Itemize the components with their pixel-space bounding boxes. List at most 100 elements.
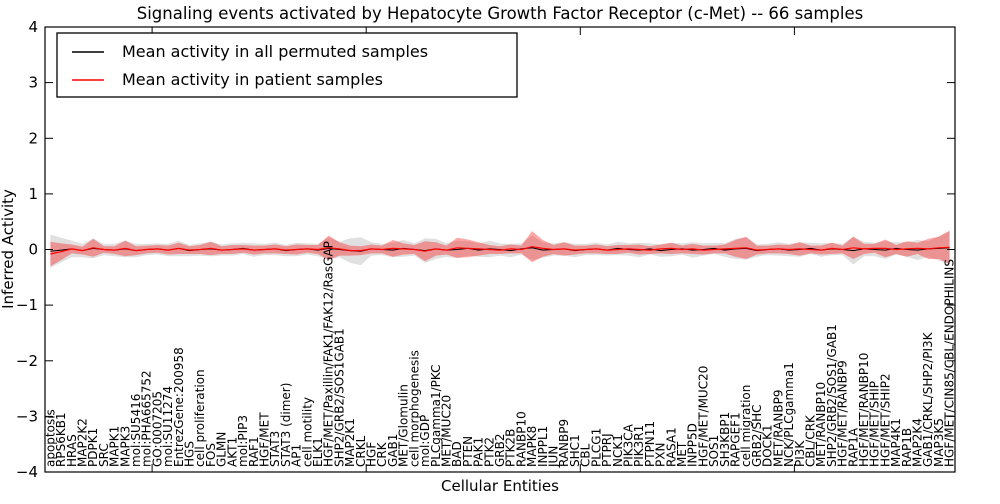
x-tick-label: MAP2K4	[911, 418, 925, 467]
patient-std-band	[50, 230, 950, 267]
x-tick-label: GAB1/CRKL/SHP2/PI3K	[921, 331, 935, 467]
x-tick-label: CBL	[579, 443, 593, 467]
x-tick-label: MAP4K1	[889, 418, 903, 467]
x-tick-label: DOCK1	[761, 424, 775, 467]
x-tick-label: mol:SU11274	[161, 386, 175, 467]
x-tick-label: BAD	[450, 441, 464, 467]
x-tick-label: CRKL	[354, 435, 368, 467]
legend-box	[56, 32, 518, 98]
x-tick-label: MAPK1	[108, 426, 122, 467]
x-tick-label: RAP1A	[846, 427, 860, 467]
legend-label-patient: Mean activity in patient samples	[122, 70, 383, 89]
x-tick-label: AP1	[290, 444, 304, 467]
x-tick-label: HGF/MET/RANBP10	[857, 353, 871, 467]
x-tick-label: SHC1	[568, 434, 582, 467]
x-tick-label: GRB2/SHC	[750, 404, 764, 467]
x-tick-label: PDPK1	[86, 428, 100, 467]
x-tick-label: SRC	[97, 443, 111, 467]
x-axis-title: Cellular Entities	[441, 477, 559, 495]
x-tick-label: PI3K	[793, 440, 807, 467]
x-tick-label: HGF/MET/RANBP9	[836, 360, 850, 467]
x-tick-label: HGS	[183, 441, 197, 467]
x-tick-label: RANBP9	[557, 419, 571, 467]
x-tick-label: PTEN	[461, 436, 475, 467]
x-tick-label: ELK1	[311, 437, 325, 467]
x-tick-label: HGF/MET	[258, 412, 272, 467]
x-tick-label: RPS6KB1	[54, 412, 68, 467]
y-tick-label: 0	[28, 241, 38, 259]
x-tick-label-layer: apoptosisRPS6KB1HRASMAP2K2PDPK1SRCMAPK1M…	[43, 241, 956, 468]
x-tick-label: SHP2/GRB2/SOS1/GAB1	[825, 324, 839, 467]
x-tick-label: PTK2	[482, 437, 496, 467]
x-tick-label: GLMN	[215, 432, 229, 467]
x-tick-label: FOS	[204, 443, 218, 467]
x-tick-label: HGF/MET/CIN85/CBL/ENDOPHILINS	[943, 259, 957, 467]
x-tick-label: CRK	[375, 441, 389, 467]
x-tick-label: INPPL1	[536, 426, 550, 467]
x-tick-label: STAT3	[268, 431, 282, 467]
x-tick-label: PXN	[654, 443, 668, 467]
x-tick-label: PIK3R1	[632, 425, 646, 467]
x-tick-label: RAPGEF1	[729, 412, 743, 467]
legend: Mean activity in all permuted samples Me…	[56, 32, 518, 98]
y-tick-label: −2	[16, 352, 38, 370]
x-tick-label: PAK1	[472, 437, 486, 467]
x-tick-label: mol:PHA665752	[140, 370, 154, 467]
x-tick-label: MAP2K1	[343, 418, 357, 467]
x-tick-label: HGF/MET/SHIP2	[878, 373, 892, 467]
y-tick-label: 2	[28, 129, 38, 147]
x-tick-label: HGF/MET/MUC20	[696, 366, 710, 467]
x-tick-label: SOS1	[707, 435, 721, 467]
line-layer	[50, 246, 950, 255]
x-tick-label: MET/Glomulin	[397, 384, 411, 467]
y-tick-label: 4	[28, 18, 38, 36]
x-tick-label: RANBP10	[514, 411, 528, 467]
x-tick-label: PLCgamma1/PKC	[429, 364, 443, 467]
x-tick-label: GRB2	[493, 433, 507, 467]
x-tick-label: PTPN11	[643, 421, 657, 467]
y-tick-label: 3	[28, 74, 38, 92]
x-tick-label: HRAS	[65, 434, 79, 467]
x-tick-label: MET	[675, 441, 689, 467]
x-tick-label: MAP2K2	[76, 418, 90, 467]
chart-title: Signaling events activated by Hepatocyte…	[137, 4, 864, 23]
x-tick-label: PIK3CA	[622, 423, 636, 467]
x-tick-label: MAP3K5	[932, 418, 946, 467]
x-tick-label: PTPRJ	[600, 433, 614, 467]
x-tick-label: mol:PIP3	[236, 415, 250, 467]
x-tick-label: RAF1	[247, 436, 261, 467]
x-tick-label: SHP2/GRB2/SOS1GAB1	[332, 328, 346, 467]
x-tick-label: STAT3 (dimer)	[279, 383, 293, 467]
x-tick-label: GO:0007205	[150, 391, 164, 467]
x-tick-label: JUN	[547, 446, 561, 468]
x-tick-label: MAPK3	[118, 426, 132, 467]
patient-mean-line	[50, 246, 950, 255]
y-tick-label: 1	[28, 185, 38, 203]
x-tick-label: MET/RANBP10	[814, 382, 828, 467]
x-tick-label: cell proliferation	[193, 369, 207, 467]
x-tick-label: GAB1	[386, 434, 400, 467]
x-tick-label: PLCG1	[589, 428, 603, 467]
y-axis-title: Inferred Activity	[0, 189, 17, 309]
x-tick-label: CBL/CRK	[804, 414, 818, 467]
x-tick-label: mol:SU5416	[129, 394, 143, 467]
x-tick-label: HGF/MET/SHIP	[868, 381, 882, 467]
x-tick-label: mol:GDP	[418, 415, 432, 467]
x-tick-label: cell migration	[739, 385, 753, 467]
x-tick-label: MAPK8	[525, 426, 539, 467]
x-tick-label: HGF	[365, 442, 379, 467]
y-tick-label: −4	[16, 463, 38, 481]
x-tick-label: MET/MUC20	[440, 395, 454, 467]
x-tick-label: MET/RANBP9	[771, 390, 785, 467]
x-tick-label: NCK1	[611, 434, 625, 467]
y-tick-label: −3	[16, 407, 38, 425]
x-tick-label: AKT1	[225, 437, 239, 467]
x-tick-label: NCK/PLCgamma1	[782, 362, 796, 467]
x-tick-label: cell motility	[300, 397, 314, 467]
legend-label-permuted: Mean activity in all permuted samples	[122, 42, 428, 61]
x-tick-label: cell morphogenesis	[407, 350, 421, 467]
x-tick-label: PTK2B	[504, 429, 518, 467]
x-tick-label: RASA1	[664, 427, 678, 467]
